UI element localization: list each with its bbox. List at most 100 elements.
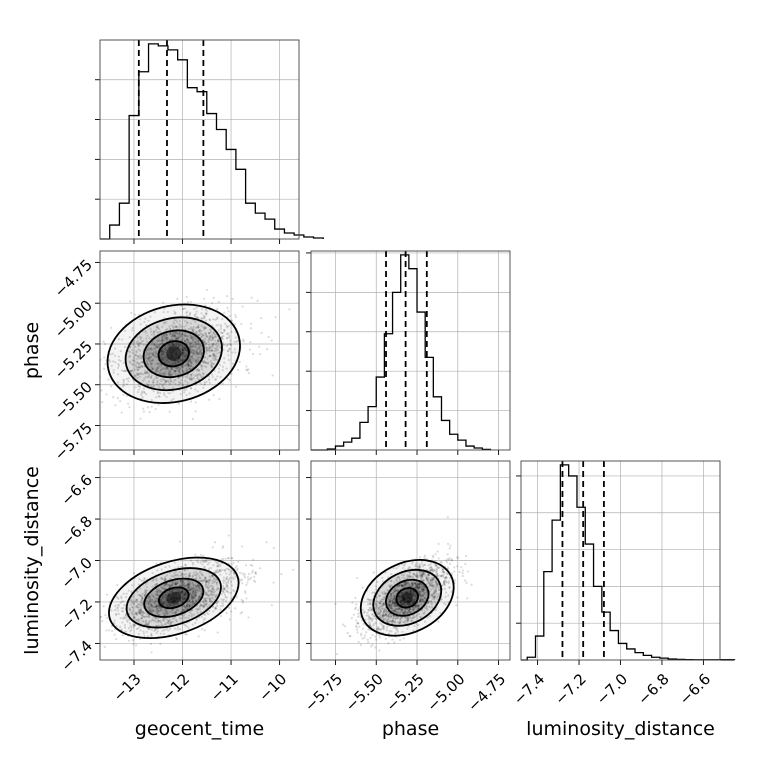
panel-geocent_time-luminosity_distance-point xyxy=(204,576,207,580)
panel-geocent_time-luminosity_distance-point xyxy=(169,597,172,600)
panel-geocent_time-luminosity_distance-point xyxy=(169,620,173,624)
panel-phase-luminosity_distance-point xyxy=(416,586,420,589)
panel-geocent_time-phase-point xyxy=(200,335,204,338)
panel-geocent_time-luminosity_distance-point xyxy=(137,611,140,614)
panel-geocent_time-phase-point xyxy=(182,337,185,340)
panel-geocent_time-phase-point xyxy=(214,343,217,347)
panel-geocent_time-luminosity_distance-point xyxy=(113,633,116,636)
panel-phase-luminosity_distance-point xyxy=(391,638,394,641)
panel-phase-luminosity_distance-point xyxy=(397,585,400,588)
panel-geocent_time-phase-point xyxy=(178,356,181,359)
panel-phase-luminosity_distance-point xyxy=(393,641,396,644)
panel-geocent_time-luminosity_distance-point xyxy=(192,589,195,592)
panel-geocent_time-luminosity_distance-point xyxy=(124,595,128,599)
panel-geocent_time-luminosity_distance-point xyxy=(154,617,158,620)
panel-phase-luminosity_distance-point xyxy=(432,584,435,587)
panel-geocent_time-luminosity_distance-point xyxy=(179,598,183,601)
panel-phase-luminosity_distance-point xyxy=(427,574,431,577)
panel-geocent_time-luminosity_distance-point xyxy=(115,637,118,641)
panel-geocent_time-luminosity_distance-point xyxy=(183,582,186,585)
panel-geocent_time-phase-point xyxy=(226,349,230,353)
panel-geocent_time-phase-point xyxy=(165,333,169,336)
panel-phase-luminosity_distance-point xyxy=(409,593,412,596)
panel-geocent_time-luminosity_distance-point xyxy=(221,602,224,605)
panel-geocent_time-phase-point xyxy=(230,330,233,333)
panel-geocent_time-phase-point xyxy=(207,379,210,382)
panel-geocent_time-phase-point xyxy=(149,359,152,362)
panel-geocent_time-luminosity_distance-point xyxy=(145,613,149,616)
panel-geocent_time-phase-point xyxy=(114,361,117,364)
panel-phase-luminosity_distance-point xyxy=(419,565,422,568)
panel-phase-luminosity_distance-point xyxy=(404,593,407,596)
panel-geocent_time-luminosity_distance-point xyxy=(170,608,173,611)
panel-geocent_time-luminosity_distance-point xyxy=(164,596,167,600)
panel-phase-luminosity_distance-point xyxy=(390,572,393,576)
panel-geocent_time-luminosity_distance-point xyxy=(186,586,190,589)
panel-geocent_time-phase-point xyxy=(202,341,206,344)
panel-geocent_time-luminosity_distance-point xyxy=(148,604,151,608)
panel-geocent_time-phase-point xyxy=(236,340,239,343)
panel-geocent_time-luminosity_distance-point xyxy=(195,585,198,588)
panel-geocent_time-phase-point xyxy=(140,336,143,339)
panel-geocent_time-luminosity_distance-point xyxy=(199,553,203,556)
panel-geocent_time-phase-point xyxy=(187,365,190,368)
panel-geocent_time-phase-point xyxy=(108,359,111,362)
panel-geocent_time-phase-point xyxy=(206,362,210,365)
panel-phase-luminosity_distance-point xyxy=(464,554,468,558)
panel-geocent_time-luminosity_distance-point xyxy=(191,600,194,603)
panel-geocent_time-luminosity_distance-point xyxy=(148,607,151,610)
panel-geocent_time-luminosity_distance-point xyxy=(125,592,128,595)
panel-geocent_time-phase-point xyxy=(113,354,117,357)
panel-geocent_time-luminosity_distance-point xyxy=(142,615,146,618)
panel-geocent_time-luminosity_distance-point xyxy=(168,577,171,580)
panel-geocent_time-phase-point xyxy=(167,338,171,341)
panel-geocent_time-phase-point xyxy=(179,381,182,384)
panel-geocent_time-phase-point xyxy=(166,358,169,362)
panel-geocent_time-luminosity_distance-point xyxy=(148,606,151,609)
panel-phase-luminosity_distance-point xyxy=(402,595,405,598)
panel-geocent_time-luminosity_distance-point xyxy=(231,576,234,579)
panel-geocent_time-phase-point xyxy=(173,334,176,337)
panel-geocent_time-phase-point xyxy=(219,346,222,349)
panel-geocent_time-phase-point xyxy=(203,337,206,340)
panel-geocent_time-luminosity_distance-point xyxy=(173,601,176,604)
panel-geocent_time-phase-point xyxy=(191,328,194,331)
panel-geocent_time-luminosity_distance-point xyxy=(214,607,218,610)
panel-geocent_time-phase-point xyxy=(164,371,167,374)
panel-geocent_time-phase-point xyxy=(185,368,188,371)
panel-phase-luminosity_distance-point xyxy=(412,572,415,576)
panel-geocent_time-phase-point xyxy=(161,384,164,387)
panel-geocent_time-luminosity_distance-point xyxy=(192,590,195,593)
panel-phase-luminosity_distance-point xyxy=(384,614,387,617)
panel-geocent_time-phase-point xyxy=(112,369,115,372)
panel-geocent_time-luminosity_distance-point xyxy=(194,585,197,588)
panel-phase-luminosity_distance-point xyxy=(429,600,432,603)
panel-geocent_time-luminosity_distance-point xyxy=(174,583,177,586)
panel-geocent_time-phase-point xyxy=(228,347,231,351)
panel-geocent_time-phase-point xyxy=(178,335,181,338)
panel-geocent_time-luminosity_distance-point xyxy=(174,596,177,600)
panel-geocent_time-phase-point xyxy=(170,342,173,346)
panel-geocent_time-phase-point xyxy=(205,380,208,384)
panel-geocent_time-phase-point xyxy=(137,356,140,359)
panel-geocent_time-phase-point xyxy=(186,338,189,342)
panel-geocent_time-luminosity_distance-point xyxy=(151,618,154,621)
panel-phase-luminosity_distance-point xyxy=(433,596,436,599)
panel-geocent_time-phase-point xyxy=(133,374,136,377)
panel-geocent_time-luminosity_distance-point xyxy=(156,597,159,600)
panel-geocent_time-luminosity_distance-point xyxy=(172,593,175,596)
panel-geocent_time-phase-point xyxy=(181,353,184,356)
panel-geocent_time-luminosity_distance-point xyxy=(126,620,129,623)
panel-phase-luminosity_distance-point xyxy=(367,609,370,612)
panel-geocent_time-luminosity_distance-point xyxy=(180,572,183,575)
panel-geocent_time-luminosity_distance-point xyxy=(211,585,214,588)
panel-geocent_time-luminosity_distance-point xyxy=(187,586,191,589)
panel-phase-luminosity_distance-point xyxy=(382,618,385,621)
panel-phase-luminosity_distance-point xyxy=(409,590,412,593)
panel-phase-luminosity_distance-point xyxy=(411,609,415,612)
panel-geocent_time-luminosity_distance-point xyxy=(225,596,228,599)
panel-geocent_time-phase-point xyxy=(169,373,172,376)
panel-geocent_time-phase-point xyxy=(156,362,159,365)
panel-geocent_time-luminosity_distance-point xyxy=(198,595,201,598)
panel-geocent_time-phase-contour-1 xyxy=(142,329,205,379)
